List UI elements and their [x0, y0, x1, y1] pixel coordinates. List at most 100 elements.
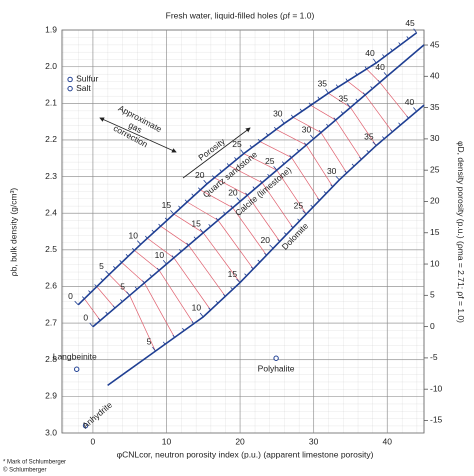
curve-tick — [89, 322, 94, 328]
curve-tick — [105, 311, 108, 315]
hatch-line — [134, 250, 160, 271]
hatch-line — [173, 257, 211, 311]
curve-tick — [164, 217, 168, 221]
y2-tick-label: 30 — [430, 133, 440, 143]
curve-tick — [119, 260, 123, 263]
curve-tick — [236, 197, 241, 202]
curve-tick — [230, 205, 234, 208]
hatch-line — [366, 68, 381, 83]
curve-tick — [308, 102, 312, 106]
curve-tick — [326, 123, 329, 127]
y2-tick-label: 15 — [430, 227, 440, 237]
curve-tick — [199, 312, 204, 318]
porosity-label: 15 — [191, 219, 201, 229]
curve-tick — [208, 223, 211, 227]
curve-tick — [223, 293, 226, 297]
chart-title: Fresh water, liquid-filled holes (ρf = 1… — [166, 10, 315, 20]
curve-tick — [137, 240, 142, 245]
curve-tick — [172, 334, 175, 338]
y-tick-label: 2.4 — [45, 207, 57, 217]
curve-tick — [249, 144, 253, 148]
point-label: Langbeinite — [53, 352, 97, 362]
hatch-line — [259, 141, 292, 158]
curve-tick — [290, 225, 294, 229]
curve-tick — [152, 346, 156, 352]
curve-tick — [273, 126, 277, 130]
lithology-line — [107, 104, 425, 387]
gas-arrow — [99, 117, 177, 153]
curve-tick — [340, 111, 344, 115]
curve-tick — [317, 96, 320, 100]
y-tick-label: 2.1 — [45, 98, 57, 108]
curve-tick — [234, 157, 237, 160]
porosity-label: 20 — [195, 170, 205, 180]
curve-tick — [406, 115, 409, 119]
y2-tick-label: -5 — [430, 352, 438, 362]
curve-tick — [134, 286, 138, 290]
porosity-arrow — [182, 127, 251, 179]
y2-axis-label: φD, density porosity (p.u.) (ρma = 2.71;… — [456, 141, 466, 323]
curve-tick — [149, 274, 153, 277]
curve-tick — [362, 92, 366, 96]
curve-tick — [390, 129, 393, 133]
curve-tick — [299, 108, 303, 112]
curves — [67, 28, 425, 429]
curve-tick — [390, 48, 393, 52]
porosity-label: 5 — [120, 281, 125, 291]
curve-tick — [212, 175, 215, 179]
curve-tick — [145, 235, 148, 239]
curve-tick — [252, 186, 256, 190]
hatch-line — [232, 207, 267, 256]
curve-tick — [283, 232, 287, 235]
curve-tick — [186, 242, 189, 246]
curve-tick — [259, 180, 263, 183]
y-tick-label: 3.0 — [45, 427, 57, 437]
porosity-label: 0 — [83, 313, 88, 323]
curve-tick — [398, 42, 401, 46]
lithology-line — [92, 44, 425, 328]
porosity-label: 20 — [261, 235, 271, 245]
porosity-label: 30 — [273, 109, 283, 119]
y-tick-label: 2.2 — [45, 134, 57, 144]
curve-tick — [296, 148, 300, 152]
y-tick-label: 2.0 — [45, 61, 57, 71]
y-tick-label: 2.7 — [45, 317, 57, 327]
hatch-line — [147, 237, 175, 259]
curve-tick — [413, 107, 417, 112]
curve-tick — [302, 210, 307, 215]
curve-tick — [105, 270, 110, 275]
curve-tick — [333, 117, 337, 121]
x-tick-label: 10 — [162, 436, 172, 446]
y2-tick-label: 0 — [430, 321, 435, 331]
curve-tick — [244, 273, 247, 277]
curve-tick — [310, 204, 314, 208]
curve-tick — [364, 66, 367, 70]
curve-tick — [215, 300, 219, 304]
curve-tick — [226, 163, 230, 166]
porosity-label: 40 — [365, 48, 375, 58]
y-axis-label: ρb, bulk density (g/cm³) — [8, 188, 18, 277]
y2-tick-label: -10 — [430, 383, 443, 393]
hatch-line — [291, 157, 320, 201]
hatch-line — [347, 80, 366, 96]
curve-tick — [151, 229, 155, 233]
porosity-label: 20 — [228, 187, 238, 197]
y-tick-label: 2.5 — [45, 244, 57, 254]
curve-tick — [88, 290, 91, 293]
curve-tick — [198, 187, 201, 191]
curve-tick — [317, 198, 320, 201]
curve-tick — [74, 300, 79, 306]
curve-tick — [199, 228, 204, 234]
porosity-label: 35 — [364, 132, 374, 142]
curve-tick — [346, 103, 351, 108]
y2-tick-label: 25 — [430, 164, 440, 174]
curve-tick — [325, 88, 329, 94]
curve-tick — [240, 149, 245, 154]
hatch-line — [320, 132, 348, 174]
hatch-line — [335, 119, 362, 160]
curve-tick — [413, 28, 417, 33]
curve-tick — [355, 98, 359, 102]
curve-tick — [335, 84, 339, 88]
curve-tick — [125, 253, 129, 257]
